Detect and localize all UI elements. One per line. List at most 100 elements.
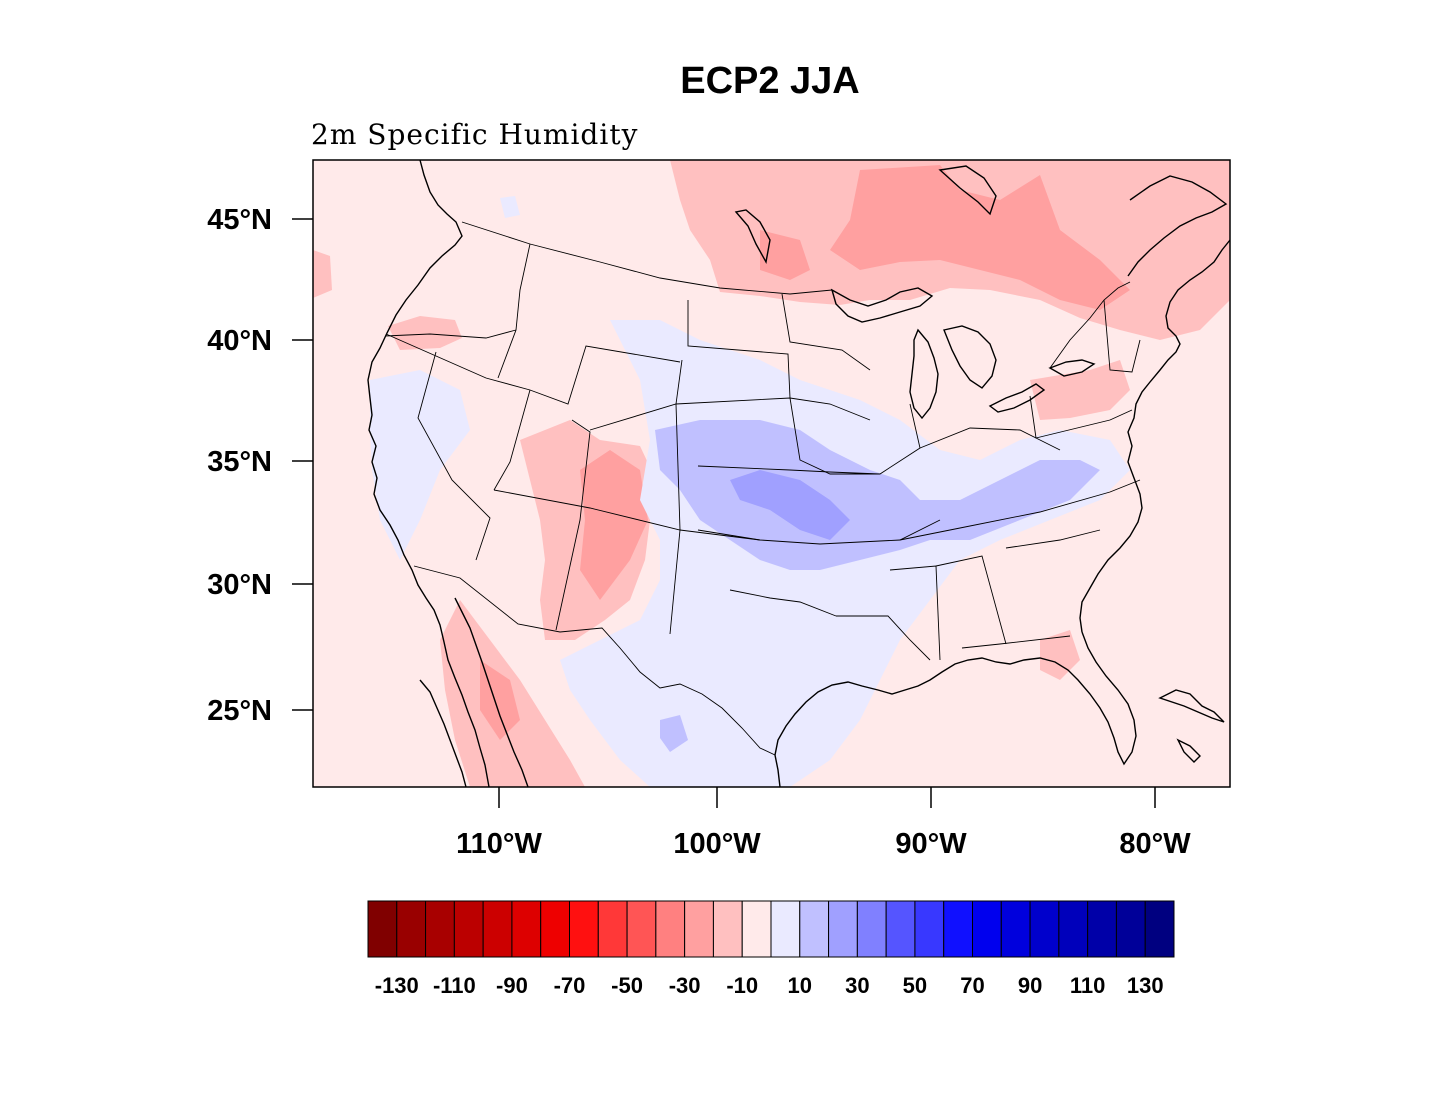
colorbar-swatch [396,900,427,958]
colorbar-labels: -130 -110 -90 -70 -50 -30 -10 10 30 50 70 90 110 130 [375,973,1164,998]
lon-label: 90°W [895,828,967,860]
lon-label: 100°W [673,828,761,860]
border-tx-ok [729,589,837,617]
border-wa-or [384,329,517,339]
lake-ontario [1048,359,1096,377]
lat-label: 30°N [207,569,272,601]
border-az-east [555,419,591,631]
border-mn [781,293,871,371]
canada-coast-north2 [938,165,997,216]
red-anomaly-small [760,230,810,280]
colorbar-swatch [799,900,830,958]
colorbar-swatch [626,900,657,958]
map-title: ECP2 JJA [680,60,860,102]
colorbar-label: 10 [788,973,812,998]
east-coast [1079,239,1230,633]
lat-label: 35°N [207,446,272,478]
colorbar-swatch [597,900,628,958]
colorbar-label: 90 [1018,973,1042,998]
us-canada-border-east [1049,281,1131,369]
colorbar-label: -30 [669,973,701,998]
blue-anomaly-core [730,470,850,540]
red-anomaly-west-edge [313,250,332,298]
colorbar-swatch [741,900,772,958]
border-ia-mo [789,397,921,475]
border-ga-fl [961,635,1071,649]
west-coastline [367,160,490,787]
border-ks-ne [697,465,881,475]
cuba-island [1176,738,1201,763]
colorbar-label: 70 [960,973,984,998]
colorbar-swatch [453,900,484,958]
colorbar-swatch [684,900,714,958]
colorbar-label: 130 [1127,973,1164,998]
gulf-coast [774,631,1137,787]
border-nv-ut [493,389,531,491]
colorbar-swatch [856,900,887,958]
lon-label: 110°W [456,828,542,860]
field-contours [313,160,1230,787]
border-dakotas [687,300,791,399]
lake-superior [830,287,934,323]
border-az-nm [493,489,761,541]
border-ny [1103,299,1141,373]
red-anomaly-nw [388,316,462,350]
lat-label: 45°N [207,204,272,236]
bahamas-islands [1158,689,1225,723]
border-nm-east [669,359,683,635]
colorbar-label: 50 [903,973,927,998]
lake-michigan [909,328,939,420]
border-ok [697,519,941,545]
colorbar-swatch [482,900,513,958]
colorbar-swatch [1144,900,1175,958]
colorbar-swatch [1029,900,1060,958]
colorbar-swatch [1000,900,1031,958]
border-ky-oh [919,427,1061,451]
us-mexico-border [413,565,776,756]
lon-axis: 110°W 100°W 90°W 80°W [456,787,1191,860]
colorbar-label: 30 [845,973,869,998]
lon-label: 80°W [1119,828,1191,860]
colorbar-swatch [540,900,571,958]
lake-erie [988,383,1046,413]
border-ca-nv [417,351,491,561]
colorbar-swatch [943,900,974,958]
lat-label: 40°N [207,325,272,357]
colorbar-swatch [1087,900,1117,958]
state-borders [384,221,1141,756]
mexico-west-coast [419,679,467,787]
colorbar-swatch [914,900,945,958]
red-anomaly-mexico-core [480,660,520,740]
colorbar-swatch [367,900,398,958]
blue-anomaly-texas-spot [660,715,688,752]
border-oh-pa [1029,395,1133,439]
colorbar-label: -110 [433,973,476,998]
border-tn-ky [899,479,1141,541]
colorbar-swatch [770,900,801,958]
colorbar-swatch [511,900,542,958]
colorbar-label: -130 [375,973,419,998]
map-subtitle: 2m Specific Humidity [311,118,638,151]
colorbar [367,900,1175,958]
red-anomaly-ne [1030,360,1130,420]
colorbar-label: -90 [496,973,528,998]
gulf-st-lawrence [1127,175,1228,277]
canada-coast-north [734,209,771,265]
lake-huron [943,325,997,389]
colorbar-swatch [569,900,599,958]
map-frame [312,159,1231,788]
coastlines [367,160,1230,787]
colorbar-label: 110 [1070,973,1106,998]
colorbar-swatch [425,900,455,958]
border-al-ga [935,555,1007,645]
colorbar-swatch [828,900,858,958]
colorbar-swatch [655,900,686,958]
red-anomaly-florida [1040,630,1080,680]
map-area [313,160,1230,787]
colorbar-label: -50 [611,973,643,998]
red-anomaly-core [830,165,1130,310]
colorbar-label: -10 [726,973,758,998]
blue-anomaly-california [370,370,470,560]
colorbar-swatch [1115,900,1146,958]
lat-label: 25°N [207,695,272,727]
